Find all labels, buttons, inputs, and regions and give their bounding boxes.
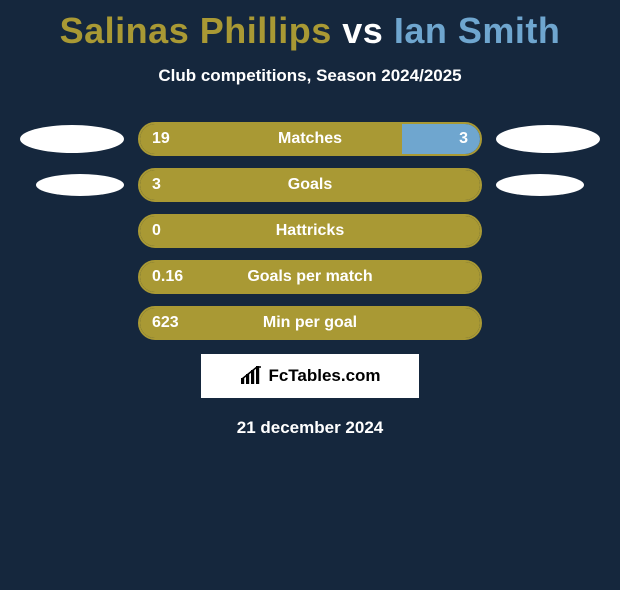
stat-bar: 3Goals <box>138 168 482 202</box>
stat-label: Min per goal <box>140 308 480 338</box>
stat-pill-right <box>496 174 584 196</box>
stat-row: 19Matches3 <box>0 122 620 156</box>
stat-bar: 623Min per goal <box>138 306 482 340</box>
stat-bar: 0.16Goals per match <box>138 260 482 294</box>
stat-row: 0Hattricks <box>0 214 620 248</box>
stat-row: 0.16Goals per match <box>0 260 620 294</box>
stat-label: Hattricks <box>140 216 480 246</box>
stat-bar: 19Matches3 <box>138 122 482 156</box>
stat-row: 623Min per goal <box>0 306 620 340</box>
stat-label: Goals per match <box>140 262 480 292</box>
source-badge: FcTables.com <box>201 354 419 398</box>
subtitle: Club competitions, Season 2024/2025 <box>0 66 620 86</box>
stat-value-right: 3 <box>459 124 468 154</box>
vs-separator: vs <box>342 10 383 51</box>
source-badge-text: FcTables.com <box>268 366 380 386</box>
comparison-title: Salinas Phillips vs Ian Smith <box>0 10 620 52</box>
stat-label: Goals <box>140 170 480 200</box>
stat-bar: 0Hattricks <box>138 214 482 248</box>
date-line: 21 december 2024 <box>0 418 620 438</box>
player-right-name: Ian Smith <box>394 10 561 51</box>
stats-rows: 19Matches33Goals0Hattricks0.16Goals per … <box>0 122 620 340</box>
stat-pill-right <box>496 125 600 153</box>
stat-pill-left <box>20 125 124 153</box>
player-left-name: Salinas Phillips <box>60 10 332 51</box>
stat-label: Matches <box>140 124 480 154</box>
bar-chart-icon <box>239 366 263 386</box>
stat-pill-left <box>36 174 124 196</box>
stat-row: 3Goals <box>0 168 620 202</box>
